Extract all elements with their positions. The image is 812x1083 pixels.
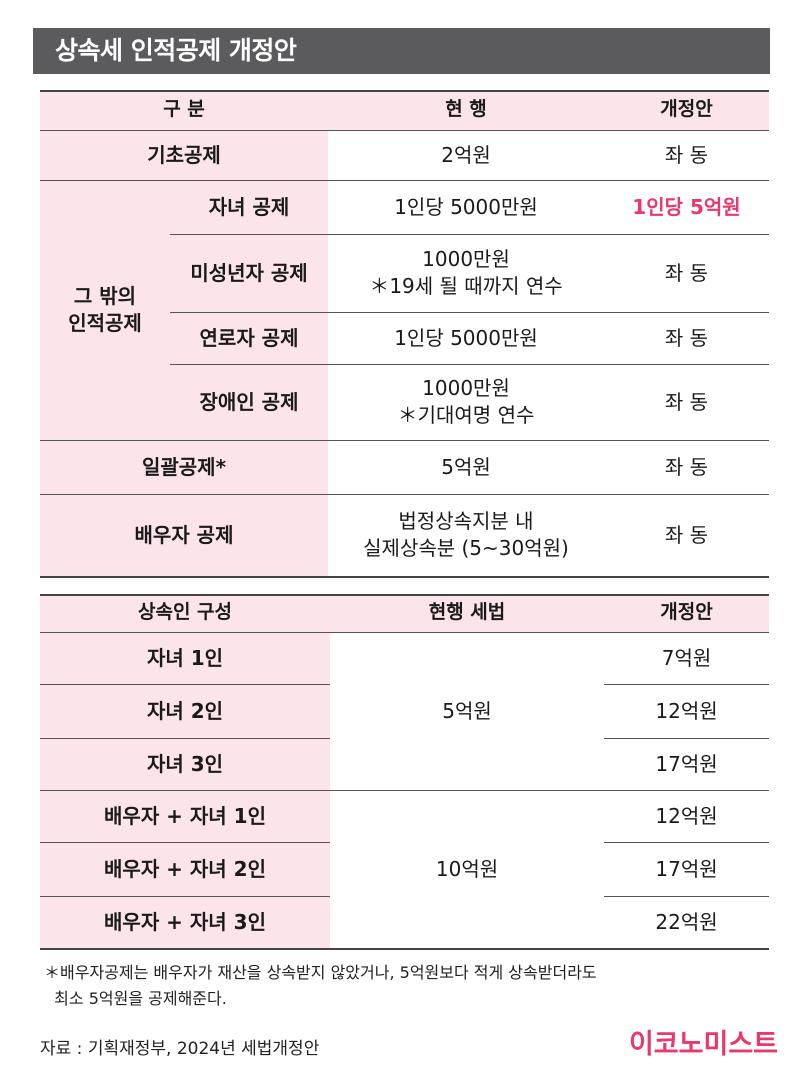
divider [170, 364, 769, 365]
table1-header-category: 구 분 [163, 98, 205, 121]
table2-header-bg [40, 594, 769, 632]
divider [604, 738, 769, 739]
divider [604, 684, 769, 685]
row-revised-spouse-deduction: 좌 동 [664, 522, 709, 547]
row-label-minor-deduction: 미성년자 공제 [190, 260, 308, 285]
current-law-spouse-and-children: 10억원 [435, 856, 499, 881]
revised-spouse-1-child: 12억원 [655, 803, 718, 828]
table2-header-current-law: 현행 세법 [428, 601, 506, 624]
divider [40, 440, 769, 441]
divider [40, 684, 330, 685]
table2-header-heirs: 상속인 구성 [137, 601, 232, 624]
revised-spouse-3-children: 22억원 [655, 909, 718, 934]
row-current-basic-deduction: 2억원 [441, 142, 491, 167]
publisher-logo: 이코노미스트 [628, 1029, 778, 1060]
divider [170, 312, 769, 313]
table1-label-column-bg [40, 130, 328, 576]
row-revised-minor-deduction: 좌 동 [664, 260, 709, 285]
row-current-lump-sum-deduction: 5억원 [441, 454, 491, 479]
group-label-other-personal-deductions: 그 밖의 인적공제 [68, 284, 142, 335]
row-label-spouse-deduction: 배우자 공제 [134, 522, 234, 547]
divider [40, 896, 330, 897]
row-label-spouse-3-children: 배우자 + 자녀 3인 [104, 909, 266, 934]
table1-top-border [40, 90, 769, 92]
row-current-disabled-deduction: 1000만원 ＊기대여명 연수 [397, 376, 535, 427]
table1-header-current: 현 행 [445, 98, 487, 121]
table2-top-border [40, 594, 769, 596]
divider [40, 738, 330, 739]
row-revised-basic-deduction: 좌 동 [664, 142, 709, 167]
table2-header-revised: 개정안 [660, 601, 713, 624]
page-title: 상속세 인적공제 개정안 [33, 28, 770, 74]
row-current-minor-deduction: 1000만원 ＊19세 될 때까지 연수 [369, 247, 563, 298]
revised-1-child: 7억원 [661, 645, 712, 670]
divider [40, 790, 769, 791]
revised-3-children: 17억원 [655, 751, 718, 776]
row-current-spouse-deduction: 법정상속지분 내 실제상속분 (5~30억원) [363, 509, 569, 560]
row-label-1-child: 자녀 1인 [146, 645, 224, 670]
row-revised-child-deduction: 1인당 5억원 [632, 194, 741, 219]
divider [604, 896, 769, 897]
row-current-child-deduction: 1인당 5000만원 [394, 194, 538, 219]
row-label-disabled-deduction: 장애인 공제 [199, 389, 299, 414]
table1-header-bg [40, 90, 769, 130]
row-revised-disabled-deduction: 좌 동 [664, 389, 709, 414]
row-label-child-deduction: 자녀 공제 [208, 194, 290, 219]
divider [40, 180, 769, 181]
divider [40, 494, 769, 495]
footnote: ＊배우자공제는 배우자가 재산을 상속받지 않았거나, 5억원보다 적게 상속받… [44, 963, 597, 1008]
current-law-children-only: 5억원 [442, 698, 492, 723]
row-revised-elderly-deduction: 좌 동 [664, 325, 709, 350]
row-label-spouse-1-child: 배우자 + 자녀 1인 [104, 803, 266, 828]
source-credit: 자료 : 기획재정부, 2024년 세법개정안 [40, 1039, 320, 1059]
table2-bottom-border [40, 948, 769, 950]
row-current-elderly-deduction: 1인당 5000만원 [394, 325, 538, 350]
table1-header-revised: 개정안 [660, 98, 713, 121]
row-revised-lump-sum-deduction: 좌 동 [664, 454, 709, 479]
row-label-basic-deduction: 기초공제 [147, 142, 221, 167]
row-label-3-children: 자녀 3인 [146, 751, 224, 776]
divider [40, 842, 330, 843]
row-label-lump-sum-deduction: 일괄공제* [141, 454, 227, 479]
row-label-2-children: 자녀 2인 [146, 698, 224, 723]
row-label-elderly-deduction: 연로자 공제 [199, 325, 299, 350]
table1-bottom-border [40, 576, 769, 578]
revised-spouse-2-children: 17억원 [655, 856, 718, 881]
divider [40, 130, 769, 131]
divider [170, 234, 769, 235]
revised-2-children: 12억원 [655, 698, 718, 723]
row-label-spouse-2-children: 배우자 + 자녀 2인 [104, 856, 266, 881]
divider [604, 842, 769, 843]
divider [40, 632, 769, 633]
